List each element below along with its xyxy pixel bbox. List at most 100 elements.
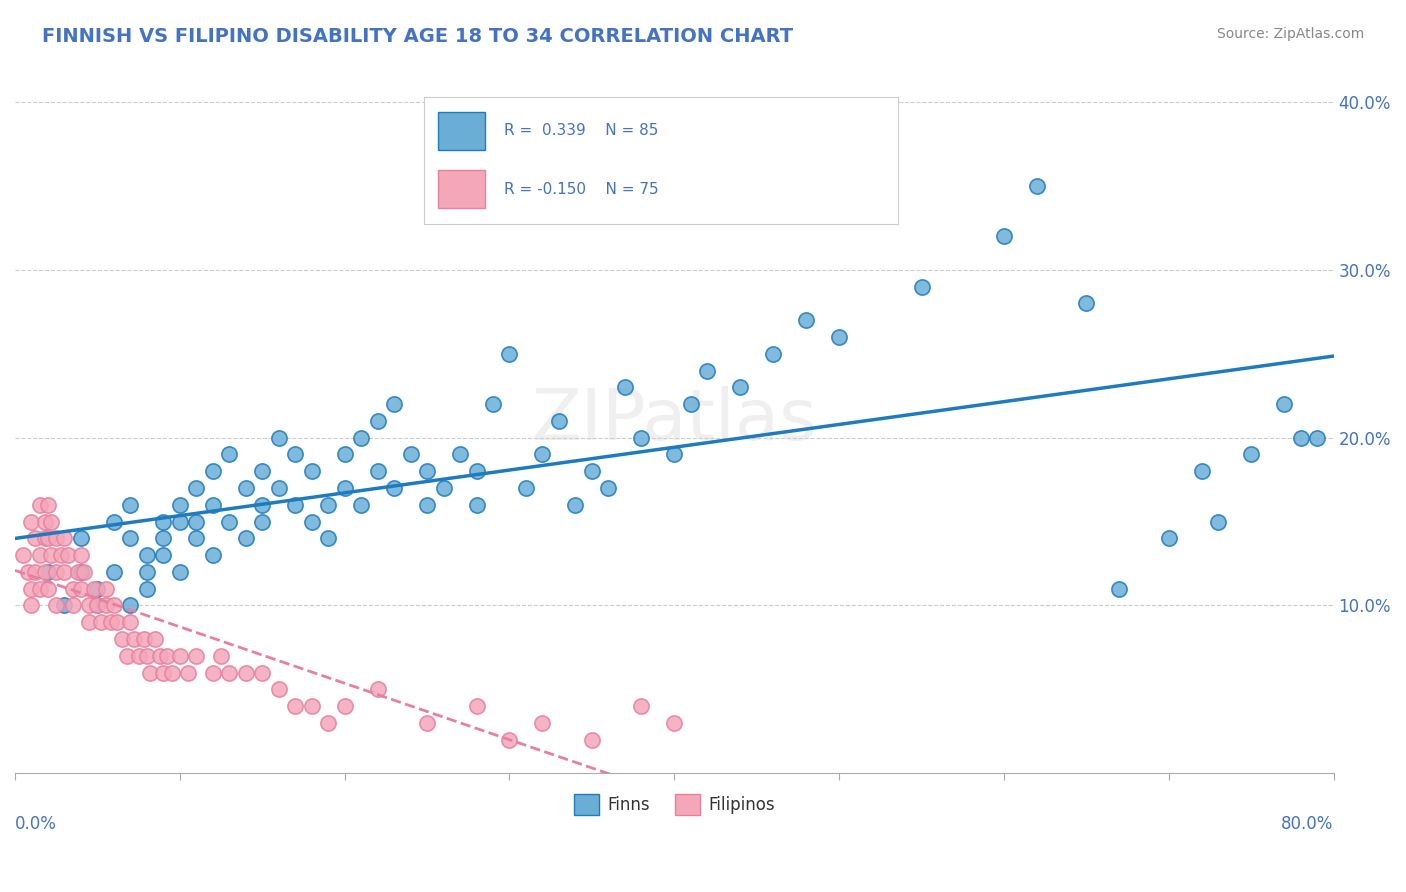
Point (86, 599, 108, 613)
Point (45, 565, 67, 579)
Point (1191, 464, 1213, 478)
Text: 0.0%: 0.0% (15, 815, 56, 833)
Point (169, 515, 191, 529)
Point (252, 464, 274, 478)
Point (132, 632, 155, 646)
Point (120, 599, 142, 613)
Point (186, 515, 208, 529)
Point (53, 565, 76, 579)
Point (169, 498, 191, 512)
Point (1076, 296, 1098, 310)
Point (993, 229, 1015, 244)
Point (794, 313, 817, 327)
Point (333, 699, 356, 714)
Point (252, 515, 274, 529)
Point (630, 699, 652, 714)
Point (177, 665, 200, 680)
Point (152, 531, 174, 545)
Point (284, 699, 307, 714)
Point (94, 599, 117, 613)
Point (86, 599, 108, 613)
Point (70, 531, 93, 545)
Point (34, 515, 56, 529)
Point (301, 515, 323, 529)
Point (581, 732, 603, 747)
Point (70, 548, 93, 562)
Point (284, 498, 307, 512)
Point (382, 481, 405, 495)
Point (498, 732, 520, 747)
Point (235, 531, 257, 545)
Point (70, 582, 93, 596)
Point (252, 665, 274, 680)
Point (34, 565, 56, 579)
Point (135, 582, 157, 596)
Point (120, 615, 142, 630)
Point (49, 548, 72, 562)
Point (13, 548, 35, 562)
Point (56, 548, 79, 562)
Point (482, 397, 505, 411)
Point (316, 498, 339, 512)
Point (1306, 431, 1329, 445)
Point (45, 531, 67, 545)
Point (728, 380, 751, 394)
Point (120, 498, 142, 512)
Point (156, 648, 179, 663)
Point (169, 648, 191, 663)
Point (664, 715, 686, 730)
Legend: Finns, Filipinos: Finns, Filipinos (567, 788, 782, 822)
Point (267, 682, 290, 697)
Point (1289, 431, 1312, 445)
Point (17, 565, 39, 579)
Point (53, 531, 76, 545)
Point (1026, 178, 1049, 193)
Point (350, 431, 373, 445)
Point (235, 481, 257, 495)
Point (267, 431, 290, 445)
Point (24, 565, 46, 579)
Point (515, 481, 537, 495)
Point (37, 498, 59, 512)
Point (105, 615, 128, 630)
Point (143, 632, 166, 646)
Point (696, 363, 718, 377)
Point (28, 498, 51, 512)
Point (37, 565, 59, 579)
Point (416, 715, 439, 730)
Point (135, 648, 157, 663)
Point (34, 531, 56, 545)
Point (37, 582, 59, 596)
Point (301, 464, 323, 478)
Point (465, 498, 488, 512)
Point (432, 481, 454, 495)
Point (382, 397, 405, 411)
Point (664, 447, 686, 461)
Point (267, 481, 290, 495)
Point (111, 632, 134, 646)
Point (316, 715, 339, 730)
Point (218, 447, 240, 461)
Point (333, 481, 356, 495)
Point (613, 380, 636, 394)
Point (581, 464, 603, 478)
Text: ZIPatlas: ZIPatlas (531, 386, 817, 455)
Point (235, 665, 257, 680)
Point (548, 414, 571, 428)
Point (367, 682, 389, 697)
Point (39, 548, 62, 562)
Point (416, 498, 439, 512)
Point (86, 582, 108, 596)
Point (83, 582, 105, 596)
Point (252, 498, 274, 512)
Point (169, 565, 191, 579)
Point (1240, 447, 1263, 461)
Point (333, 447, 356, 461)
Point (630, 431, 652, 445)
Point (135, 565, 157, 579)
Point (45, 599, 67, 613)
Point (139, 665, 162, 680)
Point (90, 615, 112, 630)
Point (28, 548, 51, 562)
Point (94, 582, 117, 596)
